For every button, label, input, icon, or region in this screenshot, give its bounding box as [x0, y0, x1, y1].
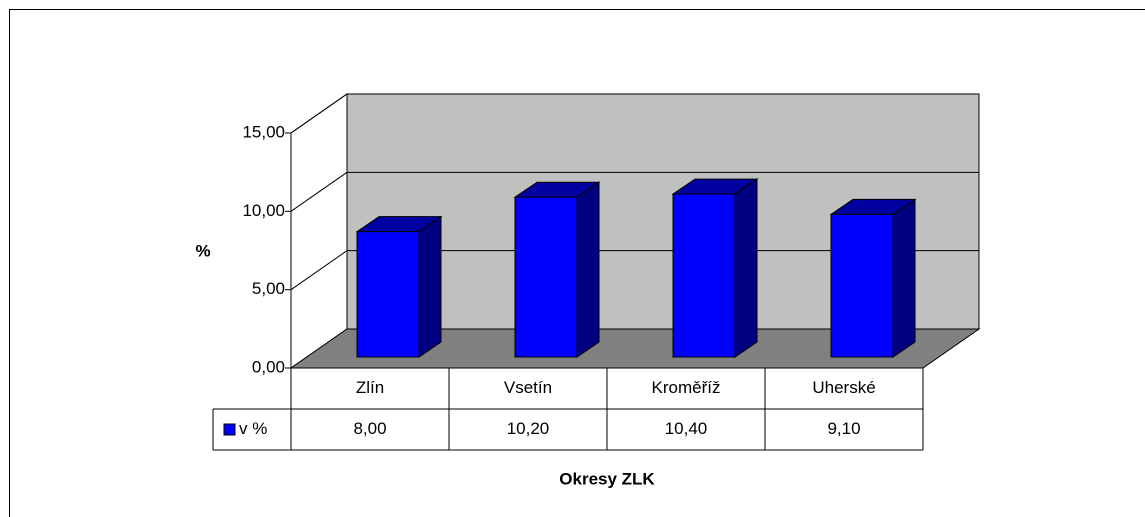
- y-tick-label: 10,00: [242, 201, 285, 220]
- bar-side: [418, 215, 442, 358]
- grid-line: [290, 93, 348, 134]
- y-axis-label: %: [195, 241, 210, 260]
- x-tick-label: Uherské: [812, 378, 875, 397]
- bar-side: [576, 181, 600, 358]
- bar: [356, 231, 420, 358]
- legend-swatch: [223, 423, 236, 436]
- y-tick-label: 0,00: [252, 357, 285, 376]
- legend-label: v %: [239, 419, 267, 438]
- x-tick-label: Zlín: [356, 378, 384, 397]
- data-label: 10,40: [665, 419, 708, 438]
- bar: [830, 213, 894, 358]
- bar: [672, 193, 736, 358]
- bar-side: [734, 178, 758, 358]
- side-wall: [290, 93, 348, 369]
- x-tick-label: Kroměříž: [652, 378, 721, 397]
- y-tick-label: 5,00: [252, 279, 285, 298]
- grid-line: [290, 171, 348, 212]
- y-tick-label: 15,00: [242, 122, 285, 141]
- bar-side: [892, 198, 916, 358]
- data-label: 10,20: [507, 419, 550, 438]
- x-tick-label: Vsetín: [504, 378, 552, 397]
- bar: [514, 196, 578, 358]
- grid-line: [290, 250, 348, 291]
- data-label: 9,10: [827, 419, 860, 438]
- x-axis-label: Okresy ZLK: [559, 469, 655, 488]
- data-label: 8,00: [353, 419, 386, 438]
